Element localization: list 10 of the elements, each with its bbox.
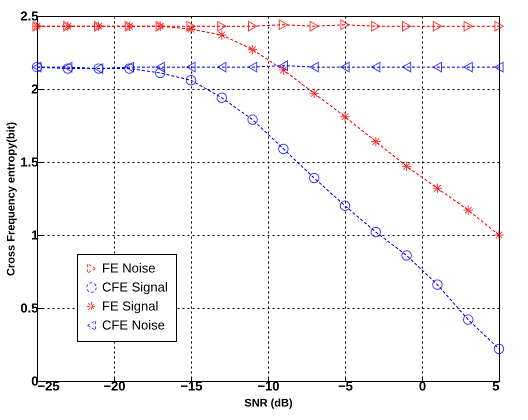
- y-tick-label: 2.5: [20, 8, 38, 24]
- legend-label: FE Signal: [102, 298, 158, 314]
- x-axis-title: SNR (dB): [244, 398, 293, 410]
- legend-label: CFE Noise: [102, 318, 165, 332]
- legend-label: FE Noise: [102, 260, 156, 276]
- x-tick-label: 0: [418, 378, 426, 394]
- x-tick-label: −20: [103, 378, 126, 394]
- y-axis-title: Cross Frequency entropy(bit): [5, 122, 18, 276]
- x-tick-label: −10: [257, 378, 280, 394]
- legend-label: CFE Signal: [102, 280, 168, 294]
